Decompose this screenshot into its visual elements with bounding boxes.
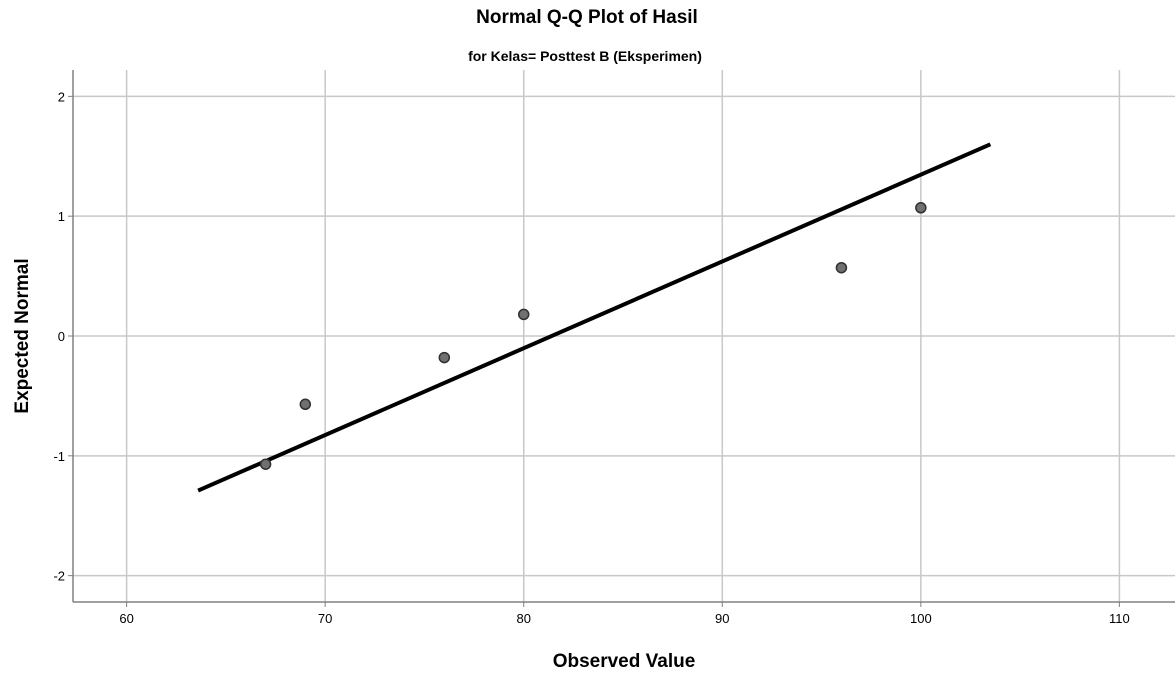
y-axis-label: Expected Normal (12, 258, 33, 413)
tick-labels: 60 70 80 90 100 110 2 1 0 -1 -2 (53, 89, 1129, 626)
data-point (519, 309, 529, 319)
x-tick-label: 100 (910, 611, 932, 626)
y-tick-label: 2 (58, 89, 65, 104)
axes (68, 70, 1175, 607)
data-point (836, 263, 846, 273)
data-point (261, 459, 271, 469)
y-tick-label: 1 (58, 209, 65, 224)
reference-line (198, 144, 990, 490)
x-tick-label: 60 (119, 611, 133, 626)
x-tick-label: 110 (1109, 611, 1130, 626)
x-tick-label: 70 (318, 611, 332, 626)
chart-title: Normal Q-Q Plot of Hasil (476, 7, 698, 28)
y-tick-label: -2 (53, 569, 65, 584)
x-tick-label: 80 (516, 611, 530, 626)
chart-subtitle: for Kelas= Posttest B (Eksperimen) (468, 48, 702, 64)
y-tick-label: 0 (58, 329, 65, 344)
reference-line-group (198, 144, 990, 490)
data-point (439, 353, 449, 363)
data-point (300, 399, 310, 409)
data-point (916, 203, 926, 213)
y-tick-label: -1 (53, 449, 65, 464)
x-tick-label: 90 (715, 611, 729, 626)
x-axis-label: Observed Value (553, 651, 696, 672)
grid-lines (73, 70, 1175, 602)
